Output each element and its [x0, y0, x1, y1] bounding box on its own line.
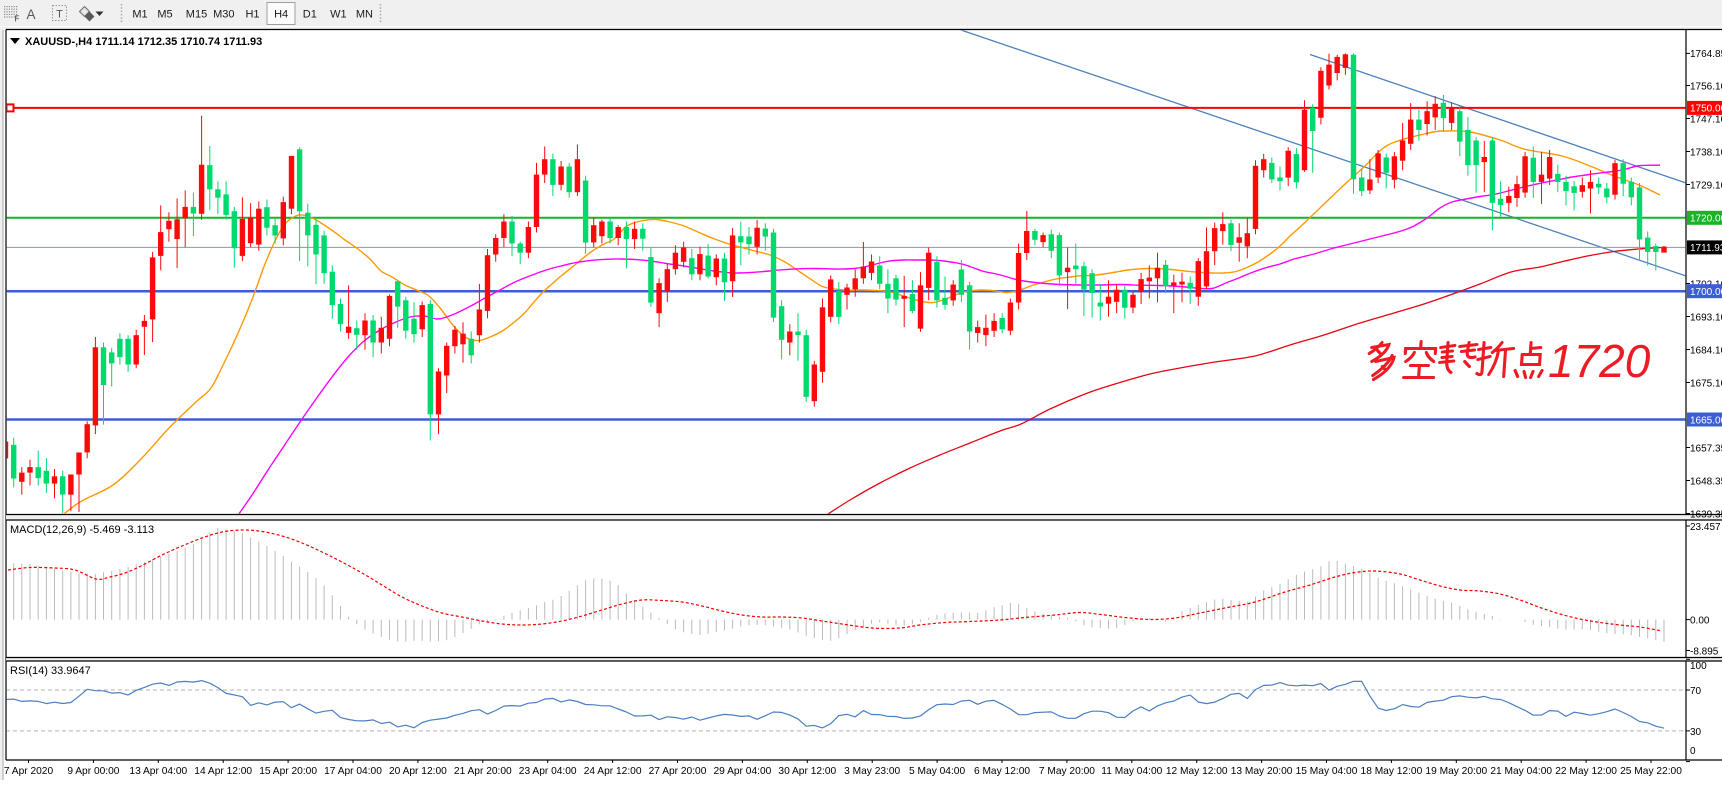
svg-text:MACD(12,26,9) -5.469 -3.113: MACD(12,26,9) -5.469 -3.113 [10, 524, 154, 536]
svg-text:1747.10: 1747.10 [1690, 114, 1722, 125]
svg-text:M15: M15 [186, 9, 207, 21]
svg-text:15 May 04:00: 15 May 04:00 [1296, 766, 1358, 777]
svg-text:T: T [56, 9, 63, 21]
svg-text:M30: M30 [213, 9, 234, 21]
svg-text:17 Apr 04:00: 17 Apr 04:00 [324, 766, 382, 777]
svg-text:MN: MN [356, 9, 373, 21]
svg-text:1693.10: 1693.10 [1690, 312, 1722, 323]
svg-text:1750.00: 1750.00 [1690, 104, 1722, 115]
svg-text:1720: 1720 [1548, 335, 1651, 387]
svg-text:9 Apr 00:00: 9 Apr 00:00 [67, 766, 119, 777]
svg-text:6 May 12:00: 6 May 12:00 [974, 766, 1030, 777]
svg-text:1684.10: 1684.10 [1690, 345, 1722, 356]
svg-text:12 May 12:00: 12 May 12:00 [1166, 766, 1228, 777]
svg-text:F: F [15, 15, 20, 24]
svg-text:18 May 12:00: 18 May 12:00 [1361, 766, 1423, 777]
svg-text:0.00: 0.00 [1690, 615, 1710, 626]
svg-text:A: A [26, 7, 35, 22]
svg-text:5 May 04:00: 5 May 04:00 [909, 766, 965, 777]
svg-text:1665.00: 1665.00 [1690, 415, 1722, 426]
svg-text:1738.10: 1738.10 [1690, 147, 1722, 158]
svg-text:100: 100 [1690, 661, 1707, 672]
svg-text:H1: H1 [245, 9, 259, 21]
svg-text:21 Apr 20:00: 21 Apr 20:00 [454, 766, 512, 777]
svg-text:1657.35: 1657.35 [1690, 443, 1722, 454]
svg-text:1756.10: 1756.10 [1690, 81, 1722, 92]
svg-text:70: 70 [1690, 686, 1702, 697]
svg-text:21 May 04:00: 21 May 04:00 [1490, 766, 1552, 777]
svg-text:3 May 23:00: 3 May 23:00 [844, 766, 900, 777]
svg-text:23 Apr 04:00: 23 Apr 04:00 [519, 766, 577, 777]
svg-text:1648.35: 1648.35 [1690, 476, 1722, 487]
svg-text:25 May 22:00: 25 May 22:00 [1620, 766, 1682, 777]
svg-text:22 May 12:00: 22 May 12:00 [1555, 766, 1617, 777]
svg-text:13 May 20:00: 13 May 20:00 [1231, 766, 1293, 777]
svg-text:30 Apr 12:00: 30 Apr 12:00 [778, 766, 836, 777]
svg-text:W1: W1 [330, 9, 347, 21]
svg-text:7 May 20:00: 7 May 20:00 [1039, 766, 1095, 777]
svg-text:1700.00: 1700.00 [1690, 287, 1722, 298]
svg-text:15 Apr 20:00: 15 Apr 20:00 [259, 766, 317, 777]
svg-text:0: 0 [1690, 746, 1696, 757]
svg-text:XAUUSD-,H4 1711.14 1712.35 17: XAUUSD-,H4 1711.14 1712.35 1710.74 1711.… [25, 36, 262, 48]
svg-text:1675.10: 1675.10 [1690, 378, 1722, 389]
svg-text:27 Apr 20:00: 27 Apr 20:00 [649, 766, 707, 777]
svg-text:19 May 20:00: 19 May 20:00 [1425, 766, 1487, 777]
svg-text:RSI(14) 33.9647: RSI(14) 33.9647 [10, 665, 91, 677]
svg-text:11 May 04:00: 11 May 04:00 [1101, 766, 1162, 777]
svg-text:M5: M5 [157, 9, 172, 21]
svg-text:1639.35: 1639.35 [1690, 509, 1722, 520]
svg-text:24 Apr 12:00: 24 Apr 12:00 [584, 766, 642, 777]
svg-text:23.457: 23.457 [1690, 522, 1721, 533]
svg-text:20 Apr 12:00: 20 Apr 12:00 [389, 766, 447, 777]
svg-text:M1: M1 [132, 9, 147, 21]
svg-text:30: 30 [1690, 727, 1702, 738]
svg-text:14 Apr 12:00: 14 Apr 12:00 [194, 766, 252, 777]
svg-text:1720.00: 1720.00 [1690, 214, 1722, 225]
svg-text:1711.93: 1711.93 [1690, 243, 1722, 254]
svg-text:H4: H4 [274, 9, 288, 21]
svg-text:29 Apr 04:00: 29 Apr 04:00 [714, 766, 772, 777]
svg-text:-8.895: -8.895 [1690, 647, 1719, 658]
svg-text:1729.10: 1729.10 [1690, 180, 1722, 191]
svg-text:D1: D1 [303, 9, 317, 21]
svg-text:1764.85: 1764.85 [1690, 49, 1722, 60]
svg-text:7 Apr 2020: 7 Apr 2020 [4, 766, 54, 777]
svg-text:13 Apr 04:00: 13 Apr 04:00 [129, 766, 187, 777]
